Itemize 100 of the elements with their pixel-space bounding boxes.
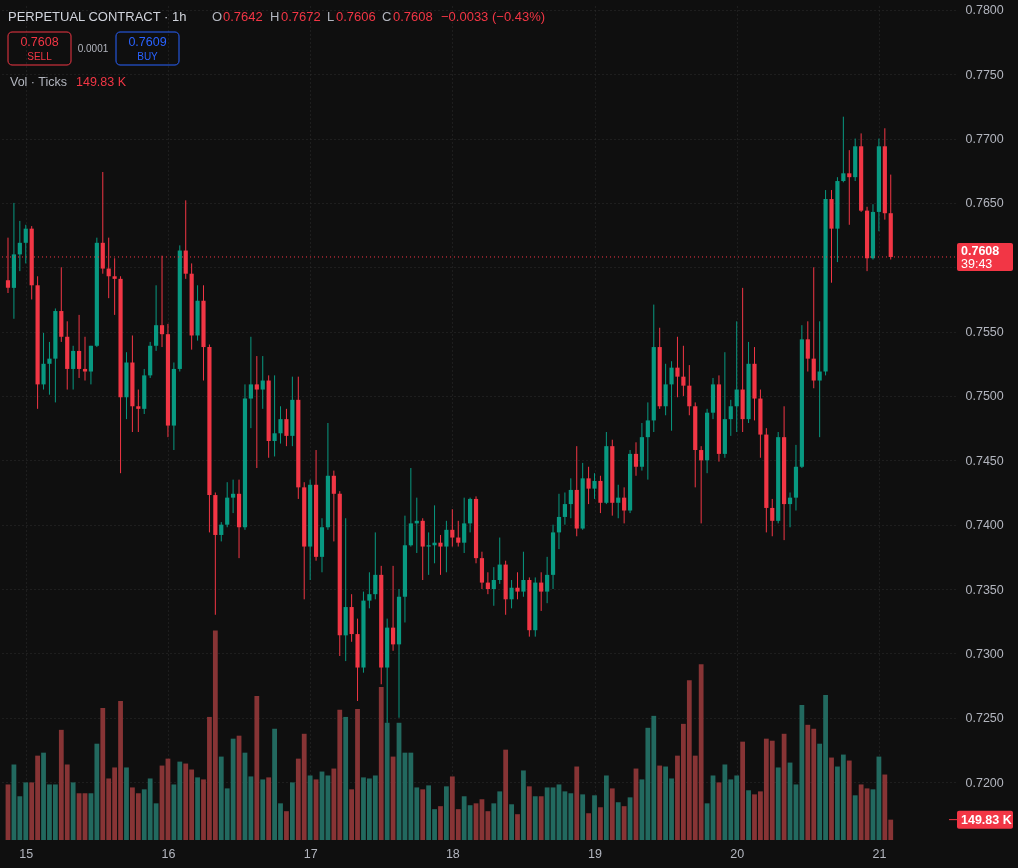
candlestick [598,475,603,514]
bar [521,770,526,840]
bar [598,807,603,840]
bar [615,802,621,840]
bar [195,777,200,840]
annotation: 0.7672 [281,9,321,24]
candlestick [633,441,639,477]
candlestick [681,345,686,397]
y-tick-label: 0.7700 [965,132,1004,147]
annotation: 0.0001 [77,43,109,54]
candlestick [509,579,514,609]
annotation: 0.7608 [393,9,433,24]
bar [746,790,751,840]
bar [592,795,597,840]
bar [444,786,449,840]
candlestick [444,520,449,573]
bar [740,741,746,840]
candlestick [645,401,650,481]
bar [503,749,509,840]
bar [586,813,591,840]
annotation: 149.83 K [76,75,127,89]
candlestick [136,389,141,433]
candlestick [568,477,573,519]
bar [846,760,852,840]
annotation: BUY [137,51,159,62]
bar [438,806,443,840]
x-tick-label: 15 [19,846,34,861]
bar [852,795,858,840]
y2-tick-label: 149.83 K [961,812,1012,827]
candlestick [462,497,467,554]
candlestick [616,484,621,519]
annotation: L [327,9,335,24]
candlestick [669,360,674,432]
bar [775,767,781,840]
candlestick [811,266,816,389]
y-tick-label: 0.7750 [965,67,1004,82]
candlestick [284,408,289,447]
y-tick-label: 0.7250 [965,711,1004,726]
bar [609,788,615,840]
annotation: 0.7608 [20,35,59,49]
bar [124,767,129,840]
candlestick [231,479,236,514]
candlestick [491,566,496,607]
candlestick [71,345,76,391]
x-tick-label: 16 [161,846,176,861]
y-tick-label: 0.7300 [965,646,1004,661]
bar [420,789,426,840]
candlestick [687,364,692,416]
bar [526,786,532,840]
candlestick [76,314,82,379]
candlestick [805,320,810,373]
candlestick [82,336,88,382]
candlestick [622,486,627,524]
x-tick-label: 19 [588,846,603,861]
bar [829,757,834,840]
candlestick [545,556,550,604]
y-tick-label: 0.7550 [965,325,1004,340]
candlestick [586,466,591,505]
chart-title: PERPETUAL CONTRACT · 1h [8,9,187,24]
candlestick [254,355,259,469]
y-tick-label: 0.7350 [965,582,1004,597]
bar [603,775,609,840]
bar [378,687,384,840]
bar [532,796,538,840]
bar [254,696,260,840]
candlestick [260,355,265,410]
candlestick [515,571,520,600]
bar [284,811,289,840]
candlestick [556,493,562,550]
candlestick [373,531,378,600]
annotation: 0.7606 [336,9,376,24]
candlestick [699,445,704,524]
candlestick [497,537,502,585]
bar [621,806,627,840]
x-tick-label: 17 [303,846,318,861]
x-tick-label: 21 [872,846,887,861]
candlestick [456,520,461,548]
candlestick [278,405,283,445]
bar [509,804,514,840]
bar [307,775,313,840]
annotation: C [382,9,392,24]
ref-line-label: 0.7608 [961,243,1000,258]
x-tick-label: 18 [445,846,460,861]
candlestick [521,551,526,598]
candlestick [367,571,372,609]
text: 39:43 [961,256,993,271]
candlestick [728,399,733,437]
x-tick-label: 20 [730,846,745,861]
candlestick [47,341,52,396]
candlestick [41,332,46,391]
candlestick [841,116,846,183]
candlestick [331,470,336,542]
candlestick [272,374,277,457]
bar [260,779,266,840]
bar [343,716,349,840]
annotation: SELL [27,51,53,62]
bar [289,782,295,840]
candlestick [675,336,680,398]
candlestick [770,498,775,537]
y-tick-label: 0.7200 [965,775,1004,790]
